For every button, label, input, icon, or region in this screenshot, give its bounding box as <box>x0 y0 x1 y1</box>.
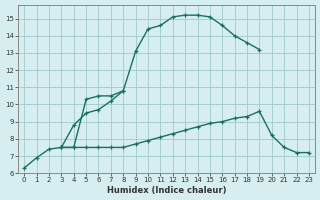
X-axis label: Humidex (Indice chaleur): Humidex (Indice chaleur) <box>107 186 226 195</box>
